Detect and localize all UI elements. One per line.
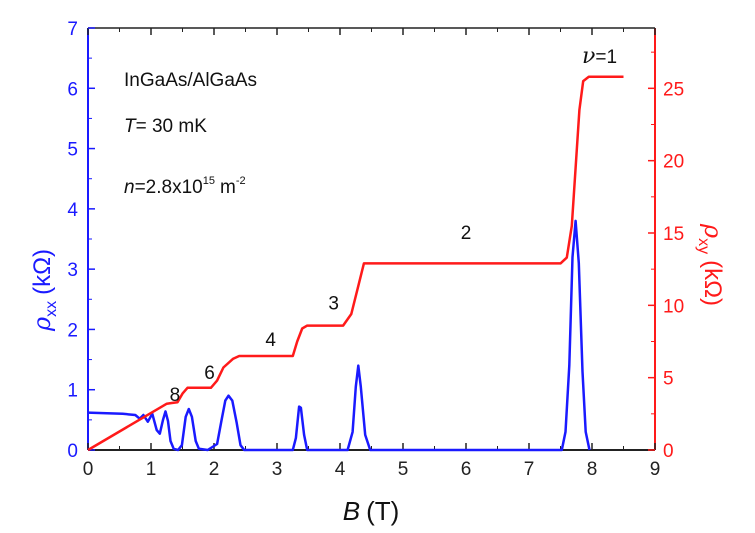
right-axis-unit: (kΩ) bbox=[699, 260, 726, 306]
temperature-symbol: T bbox=[124, 116, 137, 137]
right-axis-label: ρxy (kΩ) bbox=[695, 223, 727, 306]
x-tick-label: 9 bbox=[650, 459, 661, 480]
right-tick-label: 10 bbox=[663, 296, 684, 317]
right-axis-symbol: ρ bbox=[699, 223, 727, 238]
filling-factor-label: 4 bbox=[265, 330, 276, 351]
density-label: n=2.8x1015 m-2 bbox=[124, 175, 246, 198]
left-tick-label: 5 bbox=[67, 140, 78, 161]
x-axis-symbol: B bbox=[343, 496, 360, 526]
density-value: =2.8x10 bbox=[135, 177, 203, 198]
left-tick-label: 7 bbox=[67, 19, 78, 40]
x-tick-label: 3 bbox=[272, 459, 283, 480]
left-tick-label: 1 bbox=[67, 381, 78, 402]
left-tick-label: 0 bbox=[67, 441, 78, 462]
rho-xx-series-line bbox=[87, 219, 591, 452]
left-tick-label: 3 bbox=[67, 260, 78, 281]
left-tick-label: 4 bbox=[67, 200, 78, 221]
temperature-value: = 30 mK bbox=[136, 116, 208, 137]
density-unit-exponent: -2 bbox=[236, 175, 246, 187]
density-symbol: n bbox=[124, 177, 135, 198]
filling-factor-one-label: ν=1 bbox=[582, 44, 617, 69]
x-tick-label: 7 bbox=[524, 459, 535, 480]
x-axis-unit: (T) bbox=[366, 496, 399, 526]
left-axis-subscript: xx bbox=[43, 301, 60, 317]
x-tick-label: 2 bbox=[209, 459, 220, 480]
filling-factor-label: 8 bbox=[170, 385, 181, 406]
right-tick-label: 0 bbox=[663, 441, 674, 462]
x-tick-label: 4 bbox=[335, 459, 346, 480]
x-tick-label: 8 bbox=[587, 459, 598, 480]
left-tick-label: 6 bbox=[67, 79, 78, 100]
density-exponent: 15 bbox=[203, 175, 215, 187]
right-tick-label: 15 bbox=[663, 224, 684, 245]
sample-label: InGaAs/AlGaAs bbox=[124, 70, 257, 91]
right-axis-subscript: xy bbox=[695, 238, 712, 254]
x-tick-label: 5 bbox=[398, 459, 409, 480]
x-tick-label: 1 bbox=[146, 459, 157, 480]
nu-symbol: ν bbox=[582, 44, 595, 69]
temperature-label: T= 30 mK bbox=[124, 116, 207, 137]
left-axis-label: ρxx (kΩ) bbox=[28, 249, 60, 332]
right-tick-label: 25 bbox=[663, 79, 684, 100]
filling-factor-label: 2 bbox=[461, 223, 472, 244]
left-tick-label: 2 bbox=[67, 320, 78, 341]
left-axis-symbol: ρ bbox=[28, 317, 56, 332]
x-tick-label: 0 bbox=[83, 459, 94, 480]
rho-xy-series-line bbox=[87, 75, 624, 452]
right-tick-label: 20 bbox=[663, 152, 684, 173]
left-axis-unit: (kΩ) bbox=[29, 249, 56, 295]
density-unit: m bbox=[220, 177, 236, 198]
nu-value: =1 bbox=[595, 47, 617, 68]
x-tick-label: 6 bbox=[461, 459, 472, 480]
filling-factor-label: 6 bbox=[204, 363, 215, 384]
x-axis-label: B (T) bbox=[343, 496, 400, 526]
right-tick-label: 5 bbox=[663, 369, 674, 390]
filling-factor-label: 3 bbox=[328, 294, 339, 315]
